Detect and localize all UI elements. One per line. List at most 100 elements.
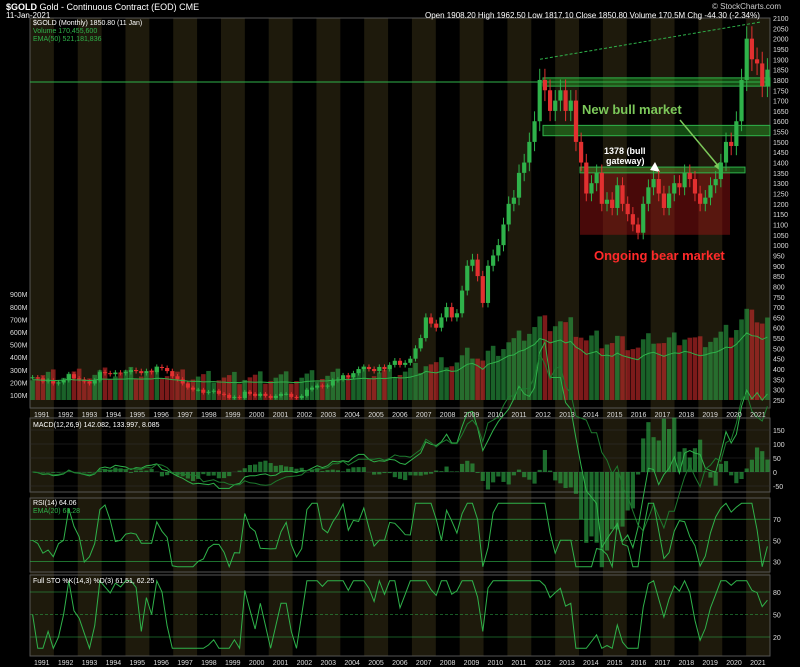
macd-histogram-bar <box>216 472 221 479</box>
volume-bar <box>309 370 315 400</box>
candle-body <box>159 366 165 368</box>
macd-histogram-bar <box>729 472 734 476</box>
price-tick-850: 850 <box>773 274 785 281</box>
volume-bar <box>361 366 367 400</box>
macd-histogram-bar <box>485 472 491 490</box>
x-tick-top-2009: 2009 <box>464 412 480 419</box>
macd-histogram-bar <box>87 472 92 473</box>
x-tick-bottom-2002: 2002 <box>297 660 313 667</box>
price-tick-950: 950 <box>773 253 785 260</box>
candle-body <box>760 63 765 87</box>
sto-tick-50: 50 <box>773 613 781 620</box>
volume-bar <box>759 323 765 400</box>
chart-date: 11-Jan-2021 <box>6 11 51 20</box>
instrument-title: Gold - Continuous Contract (EOD) <box>39 2 177 12</box>
candle-body <box>470 259 475 266</box>
macd-histogram-bar <box>51 472 56 473</box>
candle-body <box>428 317 434 324</box>
volume-bar <box>294 381 299 400</box>
macd-histogram-bar <box>646 422 651 472</box>
candle-body <box>330 380 335 386</box>
x-tick-top-1991: 1991 <box>34 412 50 419</box>
volume-bar <box>521 340 527 400</box>
volume-bar <box>76 368 82 400</box>
volume-bar <box>635 347 641 400</box>
candle-body <box>573 100 579 142</box>
volume-bar <box>677 345 682 400</box>
candle-body <box>118 372 123 374</box>
ohlc-readout: Open 1908.20 High 1962.50 Low 1817.10 Cl… <box>425 11 760 20</box>
macd-signal-line <box>32 352 768 532</box>
macd-histogram-bar <box>599 472 604 568</box>
volume-bar <box>392 377 398 400</box>
volume-bars <box>30 308 770 400</box>
candle-body <box>584 162 589 194</box>
macd-histogram-bar <box>672 417 677 472</box>
year-band-2003 <box>316 18 341 656</box>
macd-histogram-bar <box>284 466 289 472</box>
macd-histogram-bar <box>190 472 196 482</box>
candle-body <box>723 141 729 163</box>
macd-histogram-bar <box>340 471 346 472</box>
candle-body <box>739 79 744 122</box>
price-tick-1550: 1550 <box>773 130 789 137</box>
macd-histogram-bar <box>196 472 201 479</box>
macd-histogram-bar <box>289 466 294 472</box>
candle-body <box>35 377 40 379</box>
bull-market-label: New bull market <box>582 102 682 117</box>
volume-bar <box>439 357 444 400</box>
volume-bar <box>501 349 506 400</box>
macd-histogram-bar <box>511 472 516 476</box>
macd-histogram-bar <box>392 472 397 478</box>
volume-bar <box>185 382 191 400</box>
volume-bar <box>268 381 273 400</box>
candle-body <box>30 377 35 379</box>
volume-bar <box>609 343 615 400</box>
candle-body <box>558 90 563 101</box>
volume-bar <box>682 339 687 400</box>
volume-bar <box>506 342 511 400</box>
volume-bar <box>320 379 325 400</box>
macd-tick-100: 100 <box>773 442 785 449</box>
candle-body <box>294 396 299 398</box>
price-tick-1350: 1350 <box>773 171 789 178</box>
volume-bar <box>640 339 646 400</box>
volume-bar <box>661 343 667 400</box>
price-tick-2100: 2100 <box>773 16 789 23</box>
year-band-2019 <box>698 18 723 656</box>
candle-body <box>221 393 227 395</box>
volume-bar <box>490 345 496 400</box>
candle-body <box>651 179 656 188</box>
x-tick-bottom-2000: 2000 <box>249 660 265 667</box>
candle-body <box>434 323 439 328</box>
volume-bar <box>144 373 149 400</box>
year-band-1993 <box>77 18 102 656</box>
x-tick-bottom-2012: 2012 <box>535 660 551 667</box>
price-tick-550: 550 <box>773 336 785 343</box>
candle-body <box>754 59 760 64</box>
volume-bar <box>247 377 253 400</box>
candle-body <box>263 393 268 396</box>
x-tick-bottom-2015: 2015 <box>607 660 623 667</box>
volume-bar <box>289 383 294 400</box>
volume-bar <box>387 366 392 400</box>
candle-body <box>620 185 625 204</box>
macd-histogram-bar <box>542 450 547 472</box>
macd-histogram-bar <box>656 440 661 472</box>
candle-body <box>128 370 133 373</box>
macd-histogram-bar <box>165 472 170 476</box>
x-tick-bottom-1994: 1994 <box>106 660 122 667</box>
volume-bar <box>542 315 548 400</box>
candle-body <box>527 141 532 163</box>
macd-histogram-bar <box>604 472 610 551</box>
candle-body <box>66 374 71 381</box>
candle-body <box>372 369 377 372</box>
macd-histogram-bar <box>558 472 563 484</box>
candle-body <box>278 393 284 396</box>
price-tick-400: 400 <box>773 367 785 374</box>
volume-bar <box>511 338 517 400</box>
x-tick-top-2002: 2002 <box>297 412 313 419</box>
candle-body <box>102 372 108 374</box>
x-tick-top-2003: 2003 <box>320 412 336 419</box>
volume-bar <box>226 375 232 400</box>
